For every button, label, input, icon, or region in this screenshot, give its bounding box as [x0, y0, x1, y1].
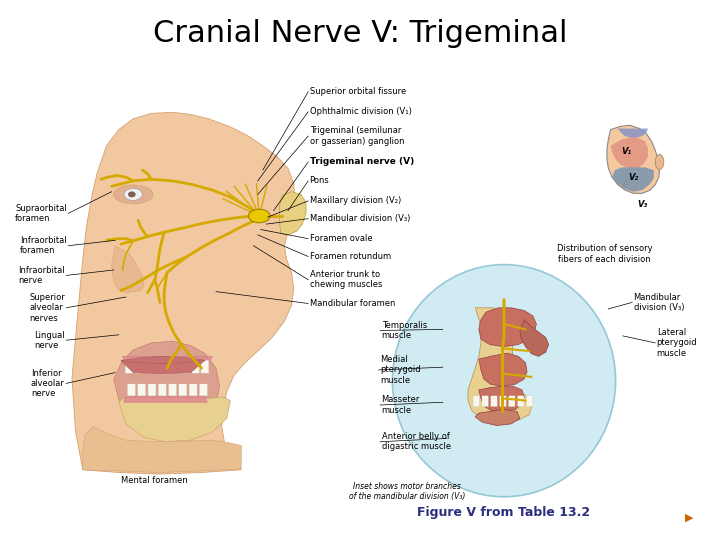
Text: Temporalis
muscle: Temporalis muscle [382, 321, 427, 340]
Ellipse shape [392, 265, 616, 497]
Ellipse shape [248, 209, 270, 222]
Polygon shape [612, 167, 654, 192]
FancyBboxPatch shape [500, 396, 506, 407]
Polygon shape [83, 427, 241, 472]
FancyBboxPatch shape [125, 360, 133, 373]
Text: Mental foramen: Mental foramen [122, 476, 188, 485]
Polygon shape [122, 356, 212, 363]
FancyBboxPatch shape [163, 360, 171, 373]
Text: Distribution of sensory
fibers of each division: Distribution of sensory fibers of each d… [557, 244, 652, 264]
Text: Inferior
alveolar
nerve: Inferior alveolar nerve [31, 368, 65, 399]
Polygon shape [114, 341, 220, 429]
Text: Foramen ovale: Foramen ovale [310, 234, 372, 243]
Text: Pons: Pons [310, 177, 329, 185]
Polygon shape [520, 320, 549, 356]
FancyBboxPatch shape [158, 384, 166, 396]
Text: Superior orbital fissure: Superior orbital fissure [310, 87, 406, 96]
Text: V₂: V₂ [629, 173, 639, 181]
Text: Supraorbital
foramen: Supraorbital foramen [15, 204, 67, 223]
Polygon shape [479, 386, 524, 411]
FancyBboxPatch shape [127, 384, 135, 396]
Text: Lateral
pterygoid
muscle: Lateral pterygoid muscle [657, 328, 697, 358]
Ellipse shape [124, 188, 142, 200]
Polygon shape [611, 138, 648, 168]
Text: Superior
alveolar
nerves: Superior alveolar nerves [29, 293, 65, 323]
FancyBboxPatch shape [168, 384, 176, 396]
Polygon shape [479, 353, 527, 386]
Text: Trigeminal (semilunar
or gasserian) ganglion: Trigeminal (semilunar or gasserian) gang… [310, 126, 404, 146]
Text: Inset shows motor branches
of the mandibular division (V₃): Inset shows motor branches of the mandib… [348, 482, 465, 501]
Text: Lingual
nerve: Lingual nerve [34, 330, 65, 350]
Text: Infraorbital
nerve: Infraorbital nerve [18, 266, 65, 285]
FancyBboxPatch shape [491, 396, 498, 407]
Polygon shape [279, 192, 306, 235]
FancyBboxPatch shape [173, 360, 181, 373]
Polygon shape [468, 308, 531, 422]
Text: Trigeminal nerve (V): Trigeminal nerve (V) [310, 158, 414, 166]
FancyBboxPatch shape [482, 396, 488, 407]
FancyBboxPatch shape [153, 360, 161, 373]
Polygon shape [121, 360, 205, 374]
FancyBboxPatch shape [518, 396, 524, 407]
Text: Anterior trunk to
chewing muscles: Anterior trunk to chewing muscles [310, 270, 382, 289]
Polygon shape [112, 246, 144, 293]
FancyBboxPatch shape [201, 360, 209, 373]
Text: Ophthalmic division (V₁): Ophthalmic division (V₁) [310, 107, 411, 116]
Text: Masseter
muscle: Masseter muscle [382, 395, 420, 415]
Text: Infraorbital
foramen: Infraorbital foramen [20, 236, 67, 255]
Polygon shape [479, 308, 536, 347]
Text: Foramen rotundum: Foramen rotundum [310, 252, 391, 261]
Polygon shape [124, 397, 207, 402]
Text: Mandibular
division (V₃): Mandibular division (V₃) [634, 293, 684, 312]
FancyBboxPatch shape [144, 360, 152, 373]
Polygon shape [475, 409, 520, 426]
FancyBboxPatch shape [148, 384, 156, 396]
Text: Cranial Nerve V: Trigeminal: Cranial Nerve V: Trigeminal [153, 19, 567, 48]
Text: Maxillary division (V₂): Maxillary division (V₂) [310, 197, 401, 205]
Ellipse shape [114, 185, 153, 204]
Text: Medial
pterygoid
muscle: Medial pterygoid muscle [380, 355, 420, 385]
Text: V₃: V₃ [637, 200, 647, 208]
FancyBboxPatch shape [138, 384, 145, 396]
Text: Mandibular division (V₃): Mandibular division (V₃) [310, 214, 410, 223]
Text: Anterior belly of
digastric muscle: Anterior belly of digastric muscle [382, 432, 451, 451]
FancyBboxPatch shape [189, 384, 197, 396]
FancyBboxPatch shape [192, 360, 199, 373]
FancyBboxPatch shape [179, 384, 186, 396]
FancyBboxPatch shape [508, 396, 515, 407]
Polygon shape [121, 356, 205, 364]
Ellipse shape [128, 192, 135, 197]
Text: Mandibular foramen: Mandibular foramen [310, 299, 395, 308]
Ellipse shape [147, 365, 181, 372]
FancyBboxPatch shape [135, 360, 143, 373]
FancyBboxPatch shape [473, 396, 480, 407]
Polygon shape [618, 129, 648, 138]
Ellipse shape [655, 154, 664, 170]
Polygon shape [607, 125, 660, 193]
FancyBboxPatch shape [199, 384, 207, 396]
Text: ▶: ▶ [685, 512, 693, 522]
Polygon shape [72, 112, 295, 474]
Text: V₁: V₁ [621, 147, 631, 156]
Text: Figure V from Table 13.2: Figure V from Table 13.2 [418, 507, 590, 519]
FancyBboxPatch shape [526, 396, 533, 407]
FancyBboxPatch shape [182, 360, 190, 373]
Polygon shape [119, 397, 230, 442]
